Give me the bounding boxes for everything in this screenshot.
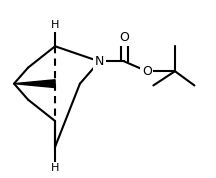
Text: H: H <box>51 20 59 30</box>
Text: N: N <box>95 55 104 68</box>
Text: H: H <box>51 163 59 173</box>
Text: O: O <box>142 65 152 78</box>
Polygon shape <box>14 80 55 88</box>
Text: O: O <box>119 31 129 44</box>
